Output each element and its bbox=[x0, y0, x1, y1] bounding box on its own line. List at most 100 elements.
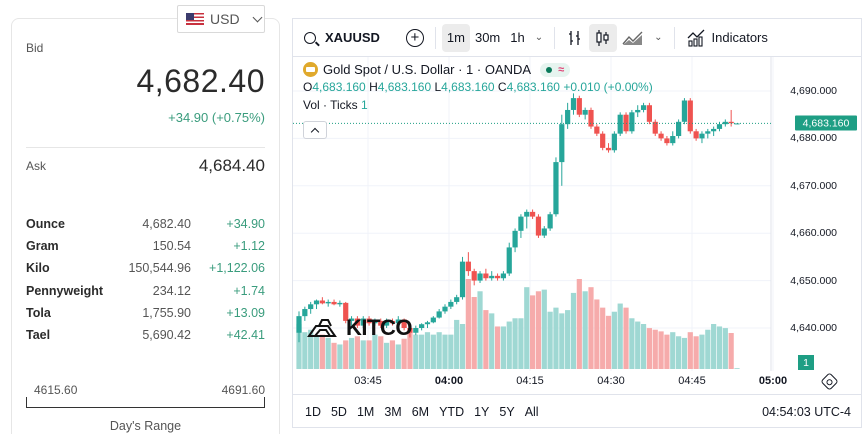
close-value: 4,683.160 bbox=[506, 80, 560, 94]
high-value: 4,683.160 bbox=[377, 80, 432, 94]
ask-label: Ask bbox=[26, 159, 47, 173]
range-ytd[interactable]: YTD bbox=[439, 404, 465, 419]
unit-price: 150.54 bbox=[152, 239, 191, 254]
price-tick-label: 4,680.000 bbox=[790, 132, 837, 145]
range-6m[interactable]: 6M bbox=[411, 404, 430, 419]
unit-name: Kilo bbox=[26, 261, 50, 276]
unit-row-kilo: Kilo 150,544.96 +1,122.06 bbox=[26, 257, 265, 279]
currency-select[interactable]: USD bbox=[177, 5, 265, 33]
unit-price-table: Ounce 4,682.40 +34.90 Gram 150.54 +1.12 … bbox=[26, 213, 265, 346]
unit-price: 234.12 bbox=[152, 283, 191, 298]
time-tick-label: 04:15 bbox=[516, 375, 544, 387]
unit-row-tola: Tola 1,755.90 +13.09 bbox=[26, 302, 265, 324]
unit-price: 4,682.40 bbox=[142, 217, 191, 232]
price-tick-label: 4,650.000 bbox=[790, 274, 837, 287]
price-tick-label: 4,690.000 bbox=[790, 85, 837, 97]
chart-style-dropdown[interactable]: ⌄ bbox=[649, 24, 667, 52]
last-price-tag: 4,683.160 bbox=[795, 115, 857, 131]
low-label: L bbox=[434, 80, 442, 94]
search-icon bbox=[304, 31, 316, 44]
unit-row-ounce: Ounce 4,682.40 +34.90 bbox=[26, 213, 265, 235]
unit-name: Gram bbox=[26, 239, 59, 254]
unit-name: Tael bbox=[26, 328, 51, 343]
area-style-button[interactable] bbox=[617, 24, 649, 52]
compare-button[interactable]: + bbox=[401, 24, 429, 52]
unit-change: +42.41 bbox=[226, 328, 265, 343]
divider bbox=[434, 26, 436, 49]
clock-timezone[interactable]: 04:54:03 UTC-4 bbox=[762, 404, 851, 419]
chart-toolbar: XAUUSD + 1m 30m 1h ⌄ bbox=[293, 19, 861, 57]
range-bar bbox=[26, 397, 265, 408]
range-1d[interactable]: 1D bbox=[305, 404, 321, 419]
chart-panel: XAUUSD + 1m 30m 1h ⌄ bbox=[292, 18, 862, 428]
range-all[interactable]: All bbox=[524, 404, 539, 419]
interval-1h[interactable]: 1h bbox=[510, 30, 525, 45]
price-tick-label: 4,660.000 bbox=[790, 227, 837, 240]
plus-circle-icon: + bbox=[405, 28, 424, 47]
unit-change: +1,122.06 bbox=[209, 261, 265, 276]
unit-name: Ounce bbox=[26, 217, 65, 232]
unit-change: +1.12 bbox=[233, 239, 265, 254]
symbol-search-button[interactable]: XAUUSD bbox=[299, 24, 385, 52]
range-low: 4615.60 bbox=[34, 383, 78, 397]
candles-style-button[interactable] bbox=[589, 23, 618, 52]
delayed-data-icon: ≈ bbox=[558, 63, 565, 76]
bid-change: +34.90 (+0.75%) bbox=[168, 110, 265, 125]
legend-title: Gold Spot / U.S. Dollar · 1 · OANDA bbox=[323, 62, 532, 77]
indicators-button[interactable]: Indicators bbox=[681, 24, 773, 52]
unit-row-gram: Gram 150.54 +1.12 bbox=[26, 235, 265, 257]
time-tick-label: 03:45 bbox=[354, 375, 382, 387]
volume-label: Vol · Ticks bbox=[303, 98, 358, 112]
close-label: C bbox=[497, 80, 507, 94]
chevron-down-icon bbox=[252, 12, 263, 22]
bar-style-button[interactable] bbox=[561, 24, 589, 52]
us-flag-icon bbox=[186, 13, 204, 25]
range-bar: 1D 5D 1M 3M 6M YTD 1Y 5Y All 04:54:03 UT… bbox=[293, 394, 861, 428]
unit-price: 150,544.96 bbox=[128, 261, 191, 276]
ask-price: 4,684.40 bbox=[198, 156, 265, 175]
symbol-label: XAUUSD bbox=[325, 30, 380, 45]
settings-icon[interactable] bbox=[820, 372, 839, 391]
market-status-badge[interactable]: ≈ bbox=[540, 62, 571, 77]
kitco-wordmark: KITCO bbox=[346, 315, 412, 340]
kitco-bars-icon bbox=[307, 319, 337, 337]
divider bbox=[26, 147, 265, 148]
time-axis[interactable]: 03:45 04:00 04:15 04:30 04:45 05:00 bbox=[293, 371, 787, 393]
range-1m[interactable]: 1M bbox=[356, 404, 375, 419]
range-1y[interactable]: 1Y bbox=[474, 404, 490, 419]
time-tick-label: 04:00 bbox=[434, 375, 464, 387]
unit-row-tael: Tael 5,690.42 +42.41 bbox=[26, 324, 265, 346]
unit-row-pennyweight: Pennyweight 234.12 +1.74 bbox=[26, 280, 265, 302]
unit-change: +1.74 bbox=[233, 283, 265, 298]
unit-price: 5,690.42 bbox=[142, 328, 191, 343]
price-tick-label: 4,640.000 bbox=[790, 322, 837, 334]
unit-change: +34.90 bbox=[226, 217, 265, 232]
range-5y[interactable]: 5Y bbox=[499, 404, 515, 419]
gold-bar-icon bbox=[303, 62, 318, 77]
time-tick-label: 05:00 bbox=[758, 375, 788, 387]
kitco-logo: KITCO bbox=[307, 315, 412, 341]
quote-panel: Bid 4,682.40 +34.90 (+0.75%) Ask 4,684.4… bbox=[11, 18, 280, 434]
unit-change: +13.09 bbox=[226, 305, 265, 320]
range-5d[interactable]: 5D bbox=[330, 404, 347, 419]
collapse-legend-button[interactable] bbox=[303, 121, 327, 139]
candlestick-chart[interactable] bbox=[293, 57, 861, 371]
chart-legend: Gold Spot / U.S. Dollar · 1 · OANDA ≈ O4… bbox=[303, 62, 653, 112]
interval-1m[interactable]: 1m bbox=[441, 23, 470, 52]
bid-price: 4,682.40 bbox=[136, 63, 265, 99]
price-axis[interactable]: 4,690.000 4,680.000 4,670.000 4,660.000 4,65… bbox=[771, 57, 863, 367]
time-tick-label: 04:45 bbox=[678, 375, 706, 387]
chevron-down-icon: ⌄ bbox=[654, 32, 663, 43]
change-value: +0.010 (+0.00%) bbox=[563, 80, 653, 94]
indicators-label: Indicators bbox=[711, 30, 768, 45]
range-label: Day's Range bbox=[109, 419, 182, 433]
bars-icon bbox=[569, 30, 581, 45]
unit-name: Pennyweight bbox=[26, 283, 104, 298]
interval-30m[interactable]: 30m bbox=[474, 30, 501, 45]
range-3m[interactable]: 3M bbox=[384, 404, 402, 419]
unit-name: Tola bbox=[26, 305, 51, 320]
time-tick-label: 04:30 bbox=[597, 375, 625, 387]
interval-dropdown[interactable]: ⌄ bbox=[530, 24, 548, 52]
unit-price: 1,755.90 bbox=[142, 305, 191, 320]
candles-icon bbox=[596, 29, 609, 46]
